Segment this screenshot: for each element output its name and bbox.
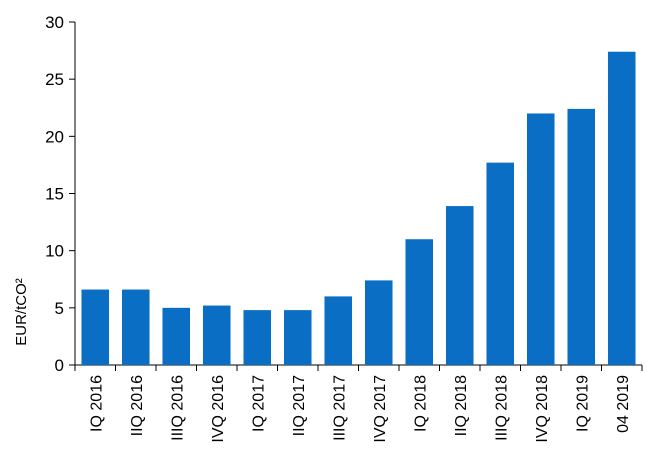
x-tick-label: IQ 2019 — [574, 375, 591, 432]
x-tick-label: IQ 2016 — [88, 375, 105, 432]
bar — [202, 305, 231, 365]
y-tick-label: 30 — [45, 13, 64, 32]
bar — [243, 310, 272, 365]
bar — [445, 206, 474, 365]
y-tick-label: 15 — [45, 185, 64, 204]
bar — [607, 51, 636, 366]
bar — [486, 162, 515, 365]
x-tick-label: IVQ 2017 — [372, 375, 389, 443]
axes — [69, 21, 643, 371]
y-tick-label: 10 — [45, 242, 64, 261]
x-tick-label: IIIQ 2017 — [331, 375, 348, 441]
x-tick-label: IIQ 2018 — [453, 375, 470, 436]
x-tick-label: IVQ 2016 — [210, 375, 227, 443]
x-tick-label: 04 2019 — [615, 375, 632, 433]
x-tick-label: IIQ 2017 — [291, 375, 308, 436]
y-tick-labels: 0 5 10 15 20 25 30 — [45, 13, 64, 375]
x-tick-label: IQ 2018 — [412, 375, 429, 432]
bar — [364, 280, 393, 365]
y-axis-label: EUR/tCO² — [13, 278, 30, 346]
y-tick-label: 25 — [45, 70, 64, 89]
x-tick-label: IIIQ 2016 — [169, 375, 186, 441]
y-tick-label: 0 — [55, 356, 64, 375]
y-tick-label: 20 — [45, 127, 64, 146]
x-tick-label: IQ 2017 — [250, 375, 267, 432]
bar — [162, 307, 191, 365]
x-tick-label: IIIQ 2018 — [493, 375, 510, 441]
bar — [324, 296, 353, 365]
bars — [81, 51, 636, 366]
bar — [283, 310, 312, 365]
x-tick-labels: IQ 2016 IIQ 2016 IIIQ 2016 IVQ 2016 IQ 2017 I… — [88, 375, 632, 443]
x-tick-label: IVQ 2018 — [534, 375, 551, 443]
bar — [526, 113, 555, 365]
bar — [81, 289, 110, 365]
y-tick-label: 5 — [55, 299, 64, 318]
bar — [405, 239, 434, 365]
bar — [567, 108, 596, 365]
bar — [121, 289, 150, 365]
x-tick-label: IIQ 2016 — [129, 375, 146, 436]
